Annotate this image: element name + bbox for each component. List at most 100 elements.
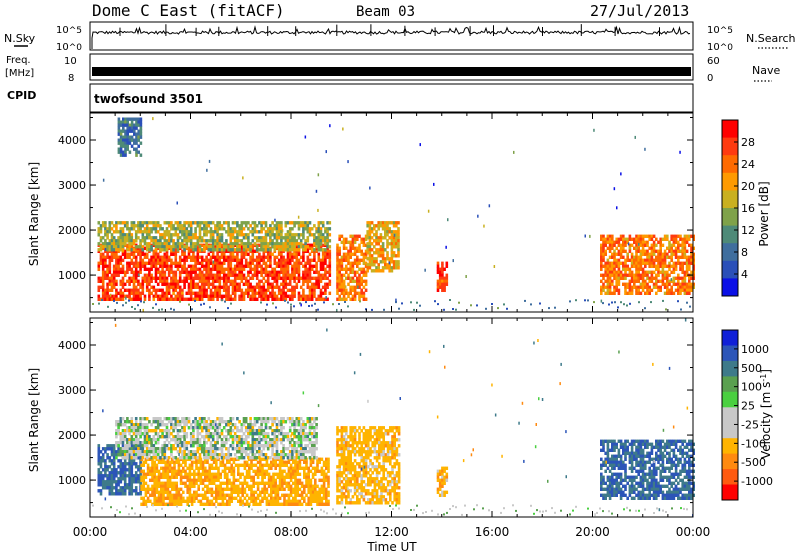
heatmap-cell <box>227 230 230 234</box>
heatmap-cell <box>216 236 219 240</box>
heatmap-cell <box>187 246 191 250</box>
heatmap-cell <box>692 258 695 262</box>
heatmap-cell <box>324 236 327 240</box>
heatmap-cell <box>167 270 171 274</box>
heatmap-cell <box>148 248 151 252</box>
heatmap-cell <box>386 257 389 261</box>
heatmap-cell <box>286 239 290 243</box>
heatmap-cell <box>123 474 127 478</box>
heatmap-cell <box>265 496 269 500</box>
heatmap-cell <box>275 245 279 249</box>
heatmap-cell <box>683 234 687 238</box>
heatmap-cell <box>242 255 246 259</box>
heatmap-cell <box>130 233 134 237</box>
heatmap-cell <box>146 472 150 476</box>
heatmap-cell <box>692 252 695 256</box>
heatmap-cell <box>293 242 296 246</box>
heatmap-cell <box>175 490 178 494</box>
heatmap-cell <box>170 294 173 298</box>
heatmap-cell <box>608 255 612 259</box>
heatmap-cell <box>165 227 169 231</box>
heatmap-cell <box>123 456 127 460</box>
heatmap-cell <box>356 237 359 241</box>
heatmap-cell <box>123 236 127 240</box>
heatmap-cell <box>97 248 101 252</box>
heatmap-cell <box>159 273 162 277</box>
heatmap-cell <box>360 279 363 283</box>
heatmap-cell <box>293 288 296 292</box>
heatmap-cell <box>159 288 162 292</box>
heatmap-cell <box>606 267 610 271</box>
heatmap-cell <box>189 264 193 268</box>
heatmap-cell <box>171 499 174 503</box>
heatmap-cell <box>156 276 160 280</box>
heatmap-cell <box>353 297 357 301</box>
sparse-speck <box>317 173 320 177</box>
heatmap-cell <box>284 267 288 271</box>
heatmap-cell <box>264 267 268 271</box>
heatmap-cell <box>222 270 226 274</box>
heatmap-cell <box>240 276 244 280</box>
heatmap-cell <box>309 463 313 467</box>
heatmap-cell <box>248 484 251 488</box>
heatmap-cell <box>139 249 142 253</box>
heatmap-cell <box>161 282 164 286</box>
heatmap-cell <box>211 236 215 240</box>
heatmap-cell <box>182 475 185 479</box>
heatmap-cell <box>148 261 151 265</box>
heatmap-cell <box>280 276 283 280</box>
scatter-speck <box>623 303 625 306</box>
heatmap-cell <box>397 236 400 240</box>
heatmap-cell <box>663 258 667 262</box>
heatmap-cell <box>226 499 229 503</box>
heatmap-cell <box>153 475 156 479</box>
sparse-speck <box>325 296 327 299</box>
heatmap-cell <box>236 233 239 237</box>
heatmap-cell <box>130 489 134 493</box>
heatmap-cell <box>688 264 691 268</box>
heatmap-cell <box>160 487 163 491</box>
heatmap-cell <box>297 273 301 277</box>
heatmap-cell <box>674 249 678 253</box>
heatmap-cell <box>672 267 676 271</box>
heatmap-cell <box>117 132 121 136</box>
heatmap-cell <box>674 276 678 280</box>
heatmap-cell <box>144 460 148 464</box>
heatmap-cell <box>619 243 623 247</box>
heatmap-cell <box>327 490 330 494</box>
heatmap-cell <box>229 267 233 271</box>
heatmap-cell <box>124 117 127 121</box>
heatmap-cell <box>218 221 222 225</box>
scatter-speck <box>287 301 289 304</box>
heatmap-cell <box>617 264 621 268</box>
heatmap-cell <box>683 273 687 277</box>
heatmap-cell <box>159 279 162 283</box>
heatmap-cell <box>198 248 202 252</box>
heatmap-cell <box>184 481 187 485</box>
heatmap-cell <box>215 496 218 500</box>
heatmap-cell <box>619 246 623 250</box>
heatmap-cell <box>132 291 136 295</box>
heatmap-cell <box>112 276 116 280</box>
heatmap-cell <box>619 255 623 259</box>
heatmap-cell <box>307 475 310 479</box>
heatmap-cell <box>123 453 127 457</box>
heatmap-cell <box>302 258 305 262</box>
heatmap-cell <box>244 221 248 225</box>
heatmap-cell <box>281 493 284 497</box>
heatmap-cell <box>227 276 230 280</box>
heatmap-cell <box>141 276 145 280</box>
heatmap-cell <box>99 236 103 240</box>
heatmap-cell <box>124 123 127 127</box>
heatmap-cell <box>182 496 185 500</box>
heatmap-cell <box>233 294 237 298</box>
heatmap-cell <box>185 273 189 277</box>
heatmap-cell <box>135 126 138 130</box>
heatmap-cell <box>137 230 140 234</box>
heatmap-cell <box>137 282 140 286</box>
sparse-speck <box>297 215 300 219</box>
heatmap-cell <box>336 270 339 274</box>
heatmap-cell <box>646 249 649 253</box>
heatmap-cell <box>672 279 676 283</box>
heatmap-cell <box>188 478 192 482</box>
